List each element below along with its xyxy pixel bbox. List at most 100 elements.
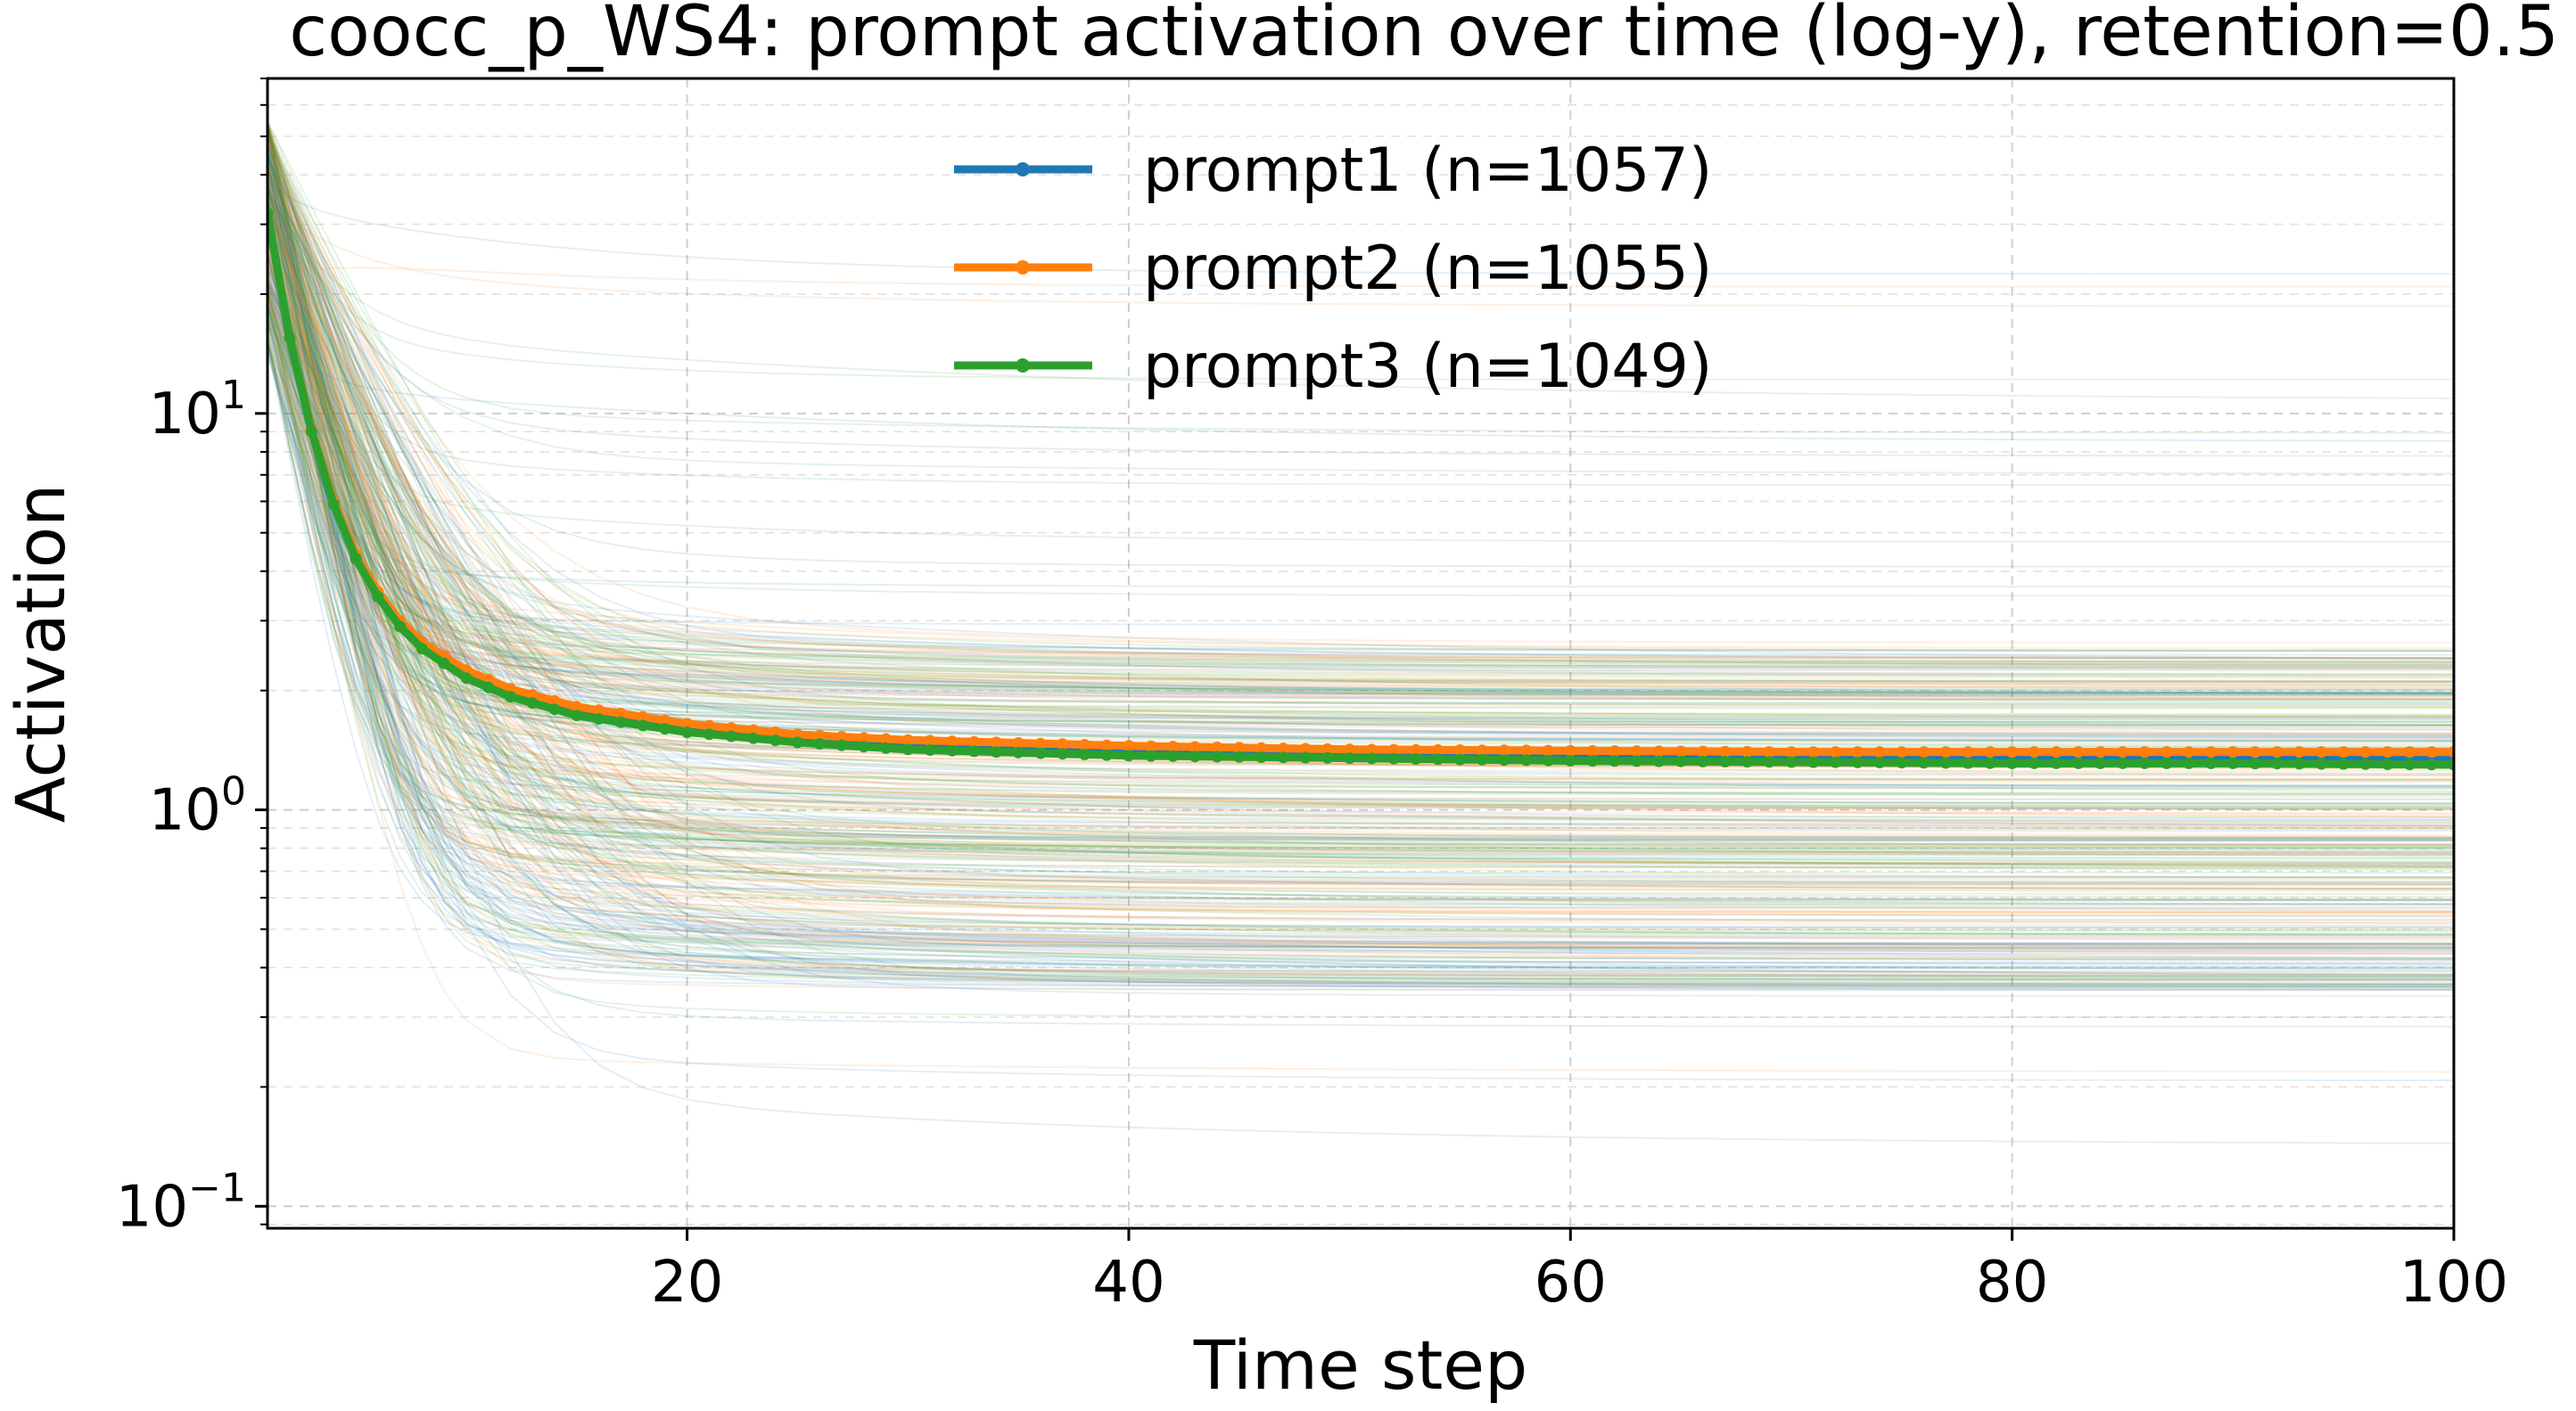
background-trace xyxy=(267,124,2454,660)
background-trace xyxy=(267,211,2454,734)
legend-marker xyxy=(1016,358,1030,373)
background-trace xyxy=(267,131,2454,716)
background-trace xyxy=(267,135,2454,742)
background-trace xyxy=(267,169,2454,663)
background-trace xyxy=(267,288,2454,953)
background-trace xyxy=(267,171,2454,694)
chart-title: coocc_p_WS4: prompt activation over time… xyxy=(289,0,2559,72)
series-point xyxy=(1763,756,1775,768)
series-point xyxy=(703,719,715,732)
series-point xyxy=(284,332,296,344)
background-trace xyxy=(267,161,2454,685)
series-point xyxy=(1830,756,1841,768)
series-point xyxy=(1741,756,1753,768)
background-trace xyxy=(267,182,2454,668)
series-point xyxy=(1498,744,1510,757)
background-trace xyxy=(267,130,2454,780)
background-trace xyxy=(267,224,2454,848)
background-trace xyxy=(267,230,2454,690)
series-point xyxy=(1189,751,1201,763)
background-trace xyxy=(267,143,2454,737)
background-trace xyxy=(267,164,2454,780)
series-point xyxy=(1741,745,1753,758)
background-trace xyxy=(267,282,2454,849)
background-trace xyxy=(267,278,2454,842)
series-point xyxy=(681,726,694,738)
background-trace xyxy=(267,328,2454,867)
background-trace xyxy=(267,163,2454,664)
background-trace xyxy=(267,266,2454,878)
background-trace xyxy=(267,135,2454,838)
background-trace xyxy=(267,120,2454,939)
background-trace xyxy=(267,143,2454,909)
background-trace xyxy=(267,143,2454,740)
background-trace xyxy=(267,190,2454,901)
background-trace xyxy=(267,352,2454,1028)
background-trace xyxy=(267,217,2454,948)
background-trace xyxy=(267,126,2454,852)
legend-label-3: prompt3 (n=1049) xyxy=(1143,332,1712,402)
background-trace xyxy=(267,122,2454,885)
background-trace xyxy=(267,134,2454,985)
background-trace xyxy=(267,256,2454,839)
series-point xyxy=(880,742,892,754)
background-trace xyxy=(267,336,2454,868)
series-point xyxy=(1012,737,1025,749)
series-point xyxy=(2160,757,2173,769)
background-trace xyxy=(267,178,2454,867)
background-trace xyxy=(267,141,2454,846)
series-point xyxy=(1012,746,1025,759)
background-trace xyxy=(267,122,2454,798)
background-trace xyxy=(267,120,2454,679)
background-trace xyxy=(267,206,2454,842)
series-point xyxy=(267,207,274,219)
background-trace xyxy=(267,130,2454,901)
series-point xyxy=(1543,754,1554,767)
series-point xyxy=(438,657,450,669)
background-trace xyxy=(267,308,2454,929)
series-point xyxy=(1167,741,1179,753)
background-trace xyxy=(267,213,2454,718)
background-trace xyxy=(267,226,2454,960)
background-trace xyxy=(267,239,2454,945)
background-trace xyxy=(267,121,2454,709)
series-point xyxy=(880,733,892,745)
background-trace xyxy=(267,295,2454,660)
series-point xyxy=(1387,752,1400,765)
background-trace xyxy=(267,176,2454,890)
background-trace xyxy=(267,175,2454,887)
series-point xyxy=(2006,757,2019,769)
series-point xyxy=(1255,742,1267,754)
background-trace xyxy=(267,189,2454,693)
background-trace xyxy=(267,144,2454,988)
series-point xyxy=(703,728,715,741)
background-trace xyxy=(267,121,2454,860)
series-point xyxy=(548,703,561,716)
background-trace xyxy=(267,254,2454,849)
series-point xyxy=(1211,741,1223,753)
series-point xyxy=(1454,744,1466,756)
background-trace xyxy=(267,146,2454,916)
background-trace xyxy=(267,291,2454,721)
y-axis-label: Activation xyxy=(1,484,80,823)
background-trace xyxy=(267,137,2454,980)
background-trace xyxy=(267,158,2454,685)
background-trace xyxy=(267,128,2454,884)
background-trace xyxy=(267,125,2454,917)
background-trace xyxy=(267,267,2454,652)
background-trace xyxy=(267,134,2454,807)
series-point xyxy=(571,701,583,713)
series-point xyxy=(1365,743,1378,756)
series-point xyxy=(2448,759,2454,771)
background-trace xyxy=(267,144,2454,846)
background-trace xyxy=(267,267,2454,288)
background-trace xyxy=(267,185,2454,775)
background-trace xyxy=(267,314,2454,849)
background-trace xyxy=(267,287,2454,892)
background-trace xyxy=(267,317,2454,927)
background-trace xyxy=(267,305,2454,841)
background-trace xyxy=(267,260,2454,955)
series-point xyxy=(2006,746,2019,759)
series-point xyxy=(526,697,539,710)
series-lines xyxy=(267,207,2454,771)
